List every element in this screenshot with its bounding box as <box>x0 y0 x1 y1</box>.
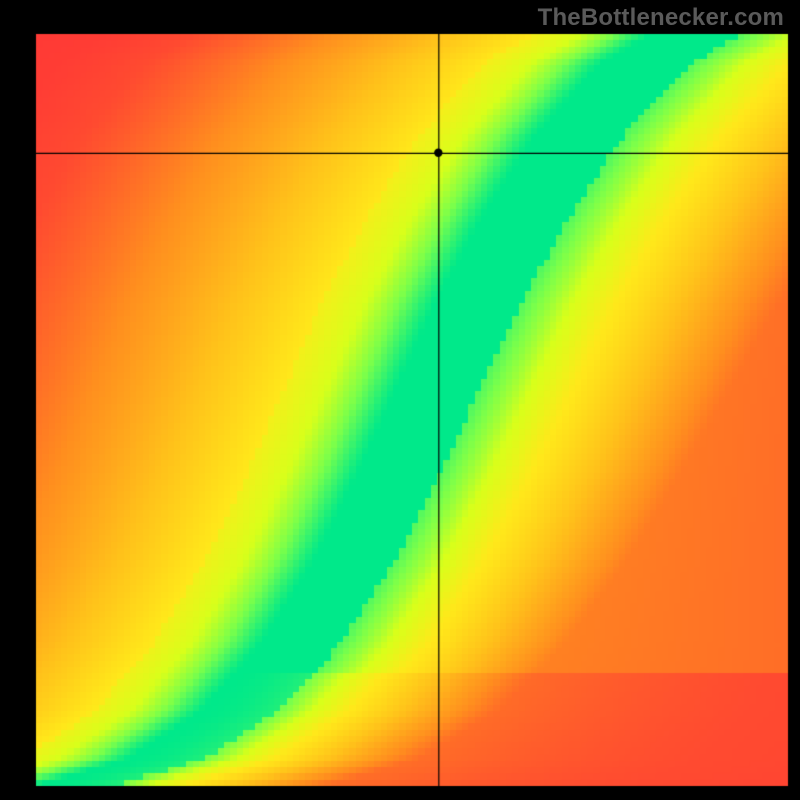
heatmap-canvas <box>0 0 800 800</box>
watermark-text: TheBottlenecker.com <box>538 4 784 32</box>
chart-container: TheBottlenecker.com <box>0 0 800 800</box>
